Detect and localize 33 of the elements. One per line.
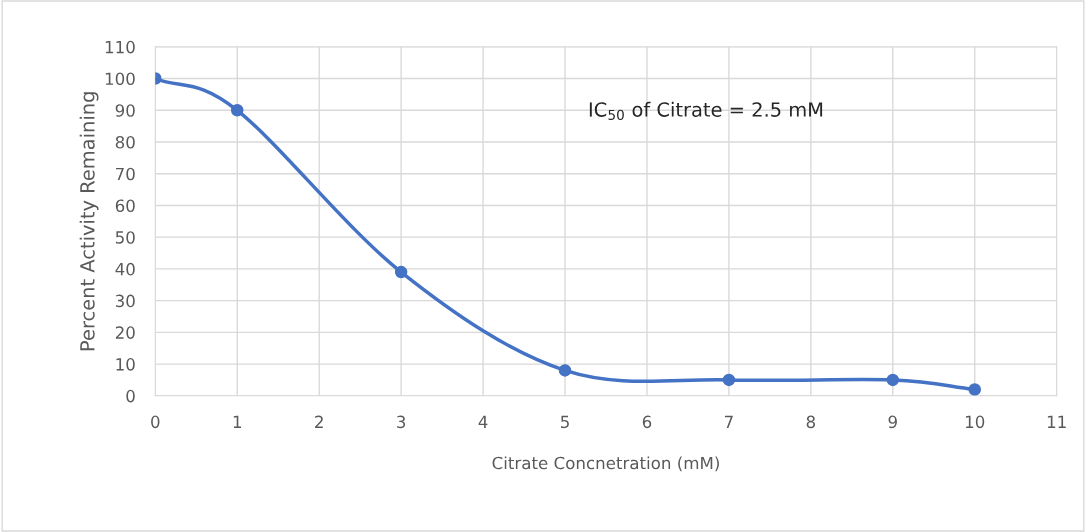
y-tick-label: 90 [115, 104, 135, 117]
x-tick-label: 3 [397, 415, 406, 429]
point [722, 373, 736, 387]
y-tick-label: 70 [116, 167, 135, 181]
point [968, 383, 981, 396]
x-axis-title: Citrate Concnetration (mM) [492, 456, 719, 472]
y-tick-label: 40 [115, 262, 135, 276]
y-tick-label: 100 [105, 72, 135, 86]
y-tick-label: 60 [115, 199, 135, 213]
point [558, 364, 572, 377]
y-tick-label: 10 [116, 358, 135, 371]
y-tick-label: 110 [105, 40, 135, 54]
x-tick-label: 9 [888, 415, 897, 429]
x-tick-label: 0 [151, 415, 160, 429]
x-tick-label: 1 [233, 415, 241, 428]
y-tick-label: 80 [115, 135, 135, 149]
point [230, 104, 244, 117]
y-tick-label: 0 [126, 389, 135, 403]
y-tick-label: 30 [115, 294, 135, 308]
x-tick-label: 2 [315, 415, 323, 428]
point [394, 265, 408, 279]
x-tick-label: 6 [642, 415, 652, 429]
annotation: IC$_{50}$ of Citrate = 2.5 mM [589, 101, 823, 120]
x-tick-label: 4 [478, 415, 488, 428]
y-tick-label: 20 [115, 326, 135, 339]
x-tick-label: 8 [806, 415, 816, 429]
point [886, 373, 900, 387]
x-tick-label: 7 [724, 415, 733, 428]
y-axis-title: Percent Activity Remaining [79, 92, 99, 351]
x-tick-label: 11 [1047, 415, 1066, 428]
x-tick-label: 5 [561, 415, 569, 429]
x-tick-label: 10 [965, 415, 985, 429]
y-tick-label: 50 [115, 231, 135, 244]
